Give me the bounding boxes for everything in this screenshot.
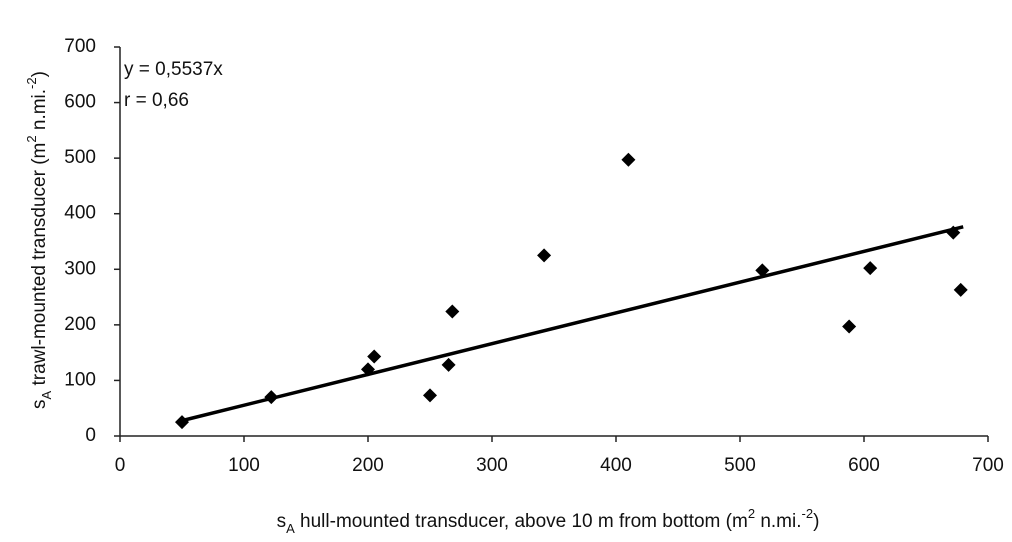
annotation: r = 0,66: [124, 90, 189, 111]
y-axis-title-part: 2: [24, 135, 39, 142]
y-axis-title-part: -2: [24, 77, 39, 89]
trendline: [181, 225, 964, 423]
y-axis-title-part: trawl-mounted transducer (m: [29, 143, 50, 391]
point: [423, 388, 437, 403]
x-tick-label: 500: [724, 455, 756, 476]
point: [537, 248, 552, 263]
point: [755, 263, 770, 278]
point: [264, 390, 279, 405]
y-axis-title-part: ): [29, 71, 50, 77]
y-axis-title-part: A: [39, 390, 54, 399]
point: [842, 319, 857, 334]
x-axis-title: sA hull-mounted transducer, above 10 m f…: [277, 506, 820, 536]
y-tick-label: 100: [64, 369, 96, 390]
annotation: y = 0,5537x: [124, 59, 223, 80]
x-tick-label: 100: [228, 455, 260, 476]
x-tick-label: 600: [848, 455, 880, 476]
point: [953, 282, 968, 297]
point: [361, 362, 375, 377]
x-tick-label: 300: [476, 455, 508, 476]
y-tick-label: 600: [64, 92, 96, 113]
point: [445, 304, 460, 319]
y-tick-label: 700: [64, 36, 96, 57]
y-tick-label: 300: [64, 258, 96, 279]
point: [621, 152, 636, 167]
x-tick-label: 0: [115, 455, 126, 476]
y-axis-title-part: n.mi.: [29, 89, 50, 135]
y-tick-label: 400: [64, 203, 96, 224]
x-tick-label: 700: [972, 455, 1004, 476]
point: [946, 225, 961, 240]
point: [863, 261, 878, 276]
y-axis-title-part: s: [29, 399, 50, 409]
x-axis-title-part: s: [277, 511, 287, 532]
x-tick-label: 200: [352, 455, 384, 476]
y-axis-title: sA trawl-mounted transducer (m2 n.mi.-2): [24, 71, 54, 409]
y-tick-label: 200: [64, 314, 96, 335]
point: [175, 415, 189, 430]
x-axis-title-part: hull-mounted transducer, above 10 m from…: [295, 511, 748, 532]
x-axis-title-part: ): [813, 511, 819, 532]
point: [367, 349, 382, 364]
x-axis-title-part: -2: [802, 506, 814, 521]
x-tick-label: 400: [600, 455, 632, 476]
x-axis-title-part: n.mi.: [755, 511, 801, 532]
y-tick-label: 0: [85, 425, 96, 446]
y-tick-label: 500: [64, 147, 96, 168]
x-axis-title-part: A: [286, 521, 295, 536]
x-axis-title-part: 2: [748, 506, 755, 521]
point: [441, 357, 456, 372]
